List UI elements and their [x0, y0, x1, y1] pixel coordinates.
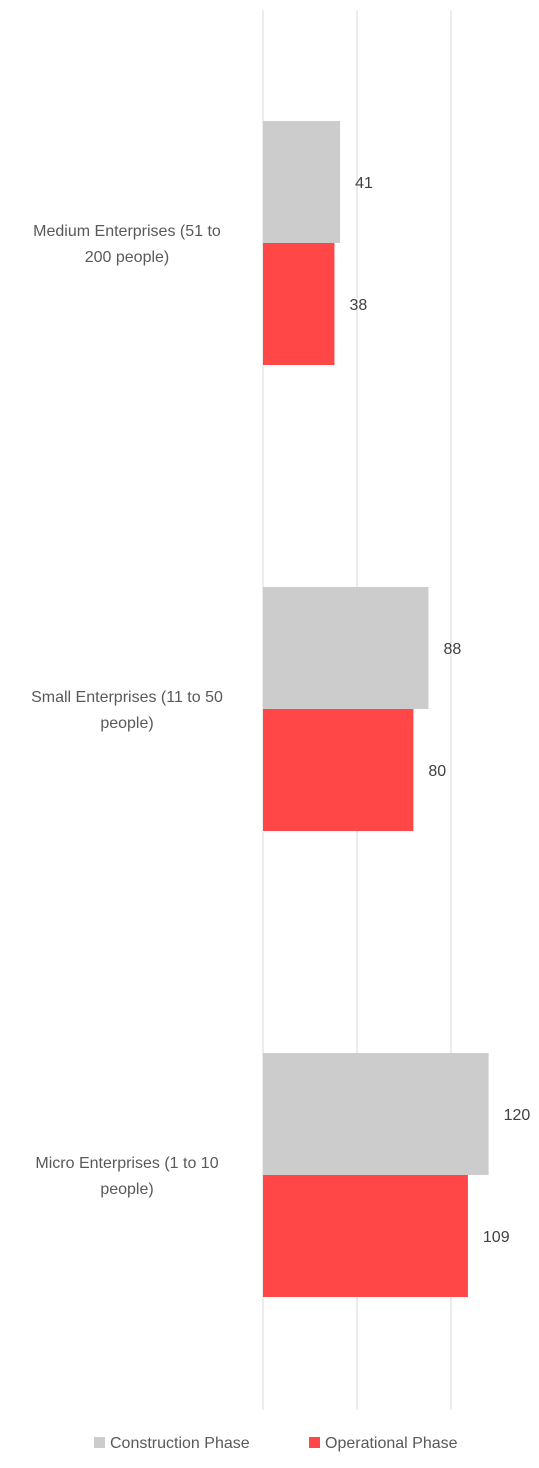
category-label-0: Medium Enterprises (51 to 200 people) [33, 223, 221, 266]
data-label-construction-phase-1: 88 [443, 641, 461, 658]
bar-operational-phase-0 [263, 243, 335, 365]
legend-swatch-construction-phase [94, 1437, 105, 1448]
data-label-construction-phase-0: 41 [355, 175, 373, 192]
legend-label-operational-phase: Operational Phase [325, 1435, 458, 1452]
bar-construction-phase-0 [263, 121, 341, 243]
data-label-operational-phase-2: 109 [483, 1229, 510, 1246]
legend-label-construction-phase: Construction Phase [110, 1435, 250, 1452]
data-label-construction-phase-2: 120 [504, 1107, 531, 1124]
bar-construction-phase-1 [263, 587, 429, 709]
legend: Construction Phase Operational Phase [94, 1435, 458, 1452]
legend-swatch-operational-phase [309, 1437, 320, 1448]
bar-operational-phase-1 [263, 709, 414, 831]
bar-operational-phase-2 [263, 1175, 468, 1297]
data-label-operational-phase-1: 80 [428, 763, 446, 780]
category-label-2: Micro Enterprises (1 to 10 people) [35, 1155, 218, 1198]
data-label-operational-phase-0: 38 [349, 297, 367, 314]
bars [263, 121, 489, 1297]
legend-item-operational-phase: Operational Phase [309, 1435, 458, 1452]
category-labels: Medium Enterprises (51 to 200 people) Smal… [31, 223, 223, 1198]
legend-item-construction-phase: Construction Phase [94, 1435, 250, 1452]
data-labels: 41 38 88 80 120 109 [349, 175, 530, 1246]
bar-construction-phase-2 [263, 1053, 489, 1175]
category-label-1: Small Enterprises (11 to 50 people) [31, 689, 223, 732]
